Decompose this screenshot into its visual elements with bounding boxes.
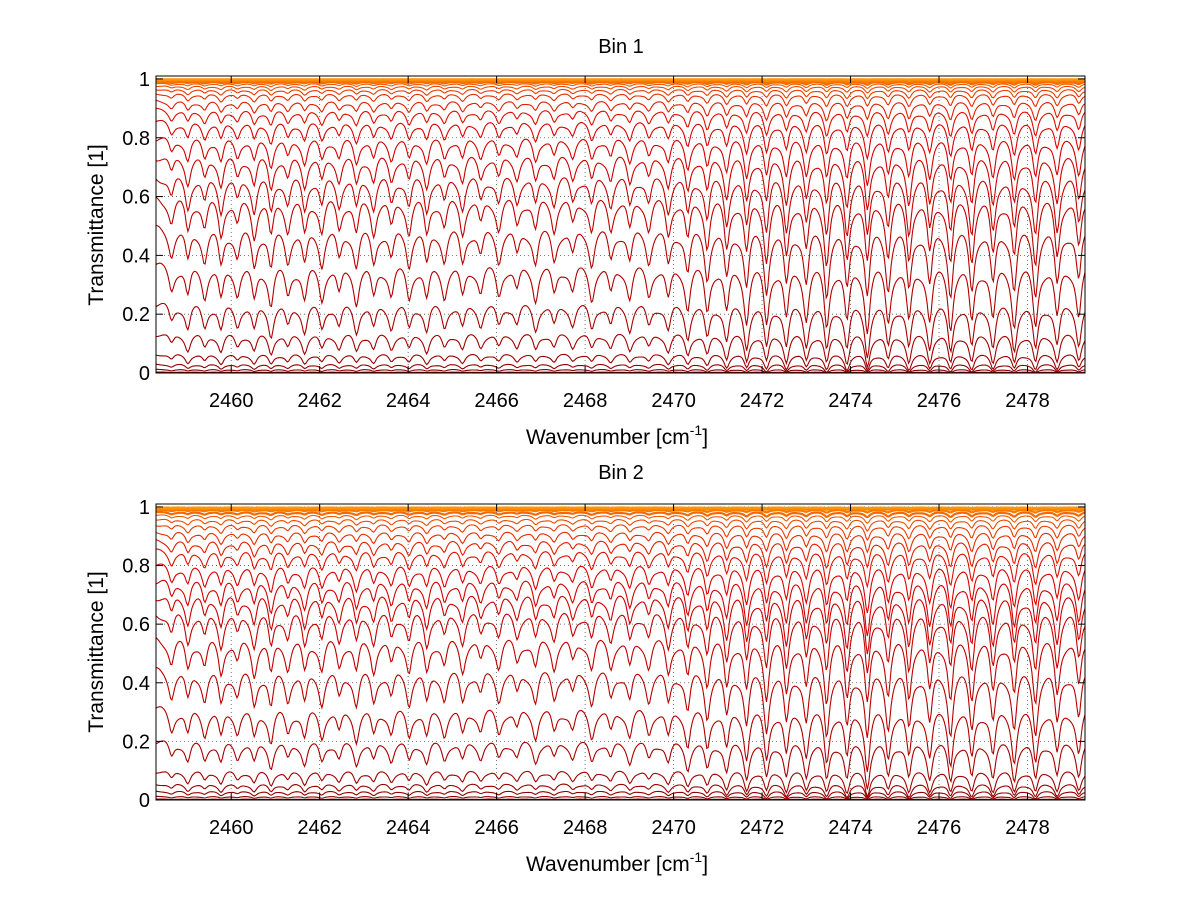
series-line <box>155 790 1086 800</box>
chart-title: Bin 1 <box>598 36 644 58</box>
series-line <box>155 514 1086 525</box>
x-tick-label: 2468 <box>563 817 608 839</box>
y-tick-label: 0.8 <box>122 556 150 578</box>
y-axis-label: Transmittance [1] <box>85 144 108 305</box>
series-line <box>156 368 1086 374</box>
y-tick-label: 0.6 <box>122 187 150 209</box>
series-line <box>155 196 1086 267</box>
x-tick-label: 2460 <box>209 390 254 412</box>
series-line <box>155 262 1086 335</box>
series-group <box>155 78 1086 374</box>
series-line <box>155 613 1086 674</box>
series-group <box>155 506 1086 801</box>
series-line <box>155 539 1086 570</box>
series-line <box>155 224 1086 300</box>
y-tick-label: 0.4 <box>122 245 150 267</box>
series-line <box>156 107 1086 138</box>
series-line <box>156 548 1086 589</box>
series-line <box>155 82 1086 90</box>
y-tick-label: 0.6 <box>122 614 150 636</box>
series-line <box>155 579 1086 637</box>
tick-group: 2460 2462 2464 2466 2468 2470 2472 2474 2476 2478… <box>122 497 1085 839</box>
series-line <box>155 508 1086 514</box>
series-line <box>155 353 1086 372</box>
y-tick-label: 0.4 <box>122 673 150 695</box>
series-line <box>155 637 1086 706</box>
series-line <box>155 137 1086 186</box>
series-line <box>155 783 1086 799</box>
x-tick-label: 2472 <box>740 390 785 412</box>
bin-1-chart: Bin 1 2460 2462 2464 2466 2468 2470 2472 2474 24… <box>85 36 1086 449</box>
series-line <box>156 333 1086 370</box>
x-axis-label: Wavenumber [cm-1] <box>526 849 708 876</box>
series-line <box>155 119 1086 161</box>
series-line <box>155 795 1086 801</box>
series-line <box>155 666 1086 739</box>
x-tick-label: 2464 <box>386 390 431 412</box>
x-tick-label: 2478 <box>1005 817 1050 839</box>
x-tick-label: 2472 <box>740 817 785 839</box>
y-tick-label: 0 <box>139 790 150 812</box>
series-line <box>155 93 1086 108</box>
series-line <box>155 740 1086 790</box>
x-tick-label: 2470 <box>651 390 696 412</box>
axes-box <box>155 503 1086 801</box>
series-line <box>155 85 1086 94</box>
x-tick-label: 2476 <box>917 817 962 839</box>
x-tick-label: 2478 <box>1005 390 1050 412</box>
series-line <box>155 531 1086 554</box>
x-tick-label: 2466 <box>474 817 519 839</box>
x-tick-label: 2468 <box>563 390 608 412</box>
x-tick-label: 2476 <box>917 390 962 412</box>
tick-group: 2460 2462 2464 2466 2468 2470 2472 2474 2476 2478… <box>122 69 1085 412</box>
x-tick-label: 2462 <box>297 817 342 839</box>
y-tick-label: 1 <box>139 69 150 91</box>
series-line <box>155 518 1086 532</box>
bin-2-chart: Bin 2 2460 2462 2464 2466 2468 2470 2472 2474 24… <box>85 462 1086 876</box>
series-line <box>156 80 1086 86</box>
y-tick-label: 0.2 <box>122 731 150 753</box>
series-line <box>156 506 1086 510</box>
axes-box <box>155 75 1086 374</box>
x-tick-label: 2474 <box>828 817 873 839</box>
x-tick-label: 2462 <box>297 390 342 412</box>
series-line <box>155 363 1086 373</box>
y-tick-label: 0.2 <box>122 304 150 326</box>
x-tick-label: 2466 <box>474 390 519 412</box>
series-line <box>155 563 1086 614</box>
x-tick-label: 2474 <box>828 390 873 412</box>
x-tick-label: 2460 <box>209 817 254 839</box>
series-line <box>155 177 1086 238</box>
x-axis-label: Wavenumber [cm-1] <box>526 422 708 449</box>
grid <box>156 504 1085 801</box>
chart-title: Bin 2 <box>598 462 644 484</box>
series-line <box>156 770 1086 799</box>
x-tick-label: 2470 <box>651 817 696 839</box>
series-line <box>155 595 1086 655</box>
x-tick-label: 2464 <box>386 817 431 839</box>
y-tick-label: 1 <box>139 497 150 519</box>
series-line <box>155 706 1086 772</box>
series-line <box>155 88 1086 100</box>
series-line <box>155 99 1086 122</box>
series-line <box>155 302 1086 359</box>
series-line <box>155 524 1086 542</box>
y-tick-label: 0.8 <box>122 128 150 150</box>
y-axis-label: Transmittance [1] <box>85 571 108 732</box>
series-line <box>156 510 1086 519</box>
series-line <box>155 156 1086 211</box>
y-tick-label: 0 <box>139 363 150 385</box>
